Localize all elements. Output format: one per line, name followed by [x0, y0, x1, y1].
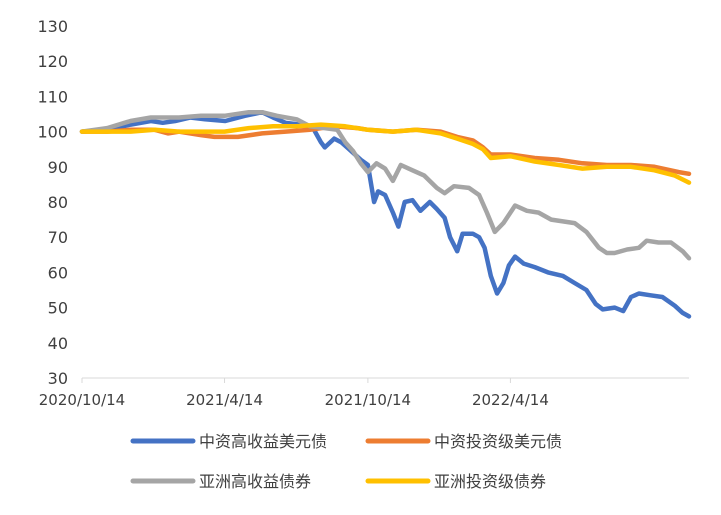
x-axis: 2020/10/14 2021/4/14 2021/10/14 2022/4/14 — [39, 377, 689, 409]
series-line-3 — [79, 109, 692, 261]
y-tick-label: 50 — [48, 299, 68, 318]
series-line-4 — [79, 122, 692, 185]
y-tick-label: 70 — [48, 228, 68, 247]
y-tick-label: 80 — [48, 193, 68, 212]
legend-label-4: 亚洲投资级债券 — [434, 472, 546, 491]
y-axis-ticks: 30 40 50 60 70 80 90 100 110 120 130 — [37, 17, 68, 388]
x-tick-label: 2021/4/14 — [186, 391, 263, 409]
y-tick-label: 30 — [48, 369, 68, 388]
y-tick-label: 110 — [37, 87, 68, 106]
y-tick-label: 40 — [48, 334, 68, 353]
legend-label-3: 亚洲高收益债券 — [199, 472, 311, 491]
y-tick-label: 100 — [37, 123, 68, 142]
legend-label-1: 中资高收益美元债 — [199, 432, 327, 451]
x-tick-label: 2021/10/14 — [325, 391, 411, 409]
x-tick-label: 2020/10/14 — [39, 391, 125, 409]
x-tick-label: 2022/4/14 — [472, 391, 549, 409]
legend-label-2: 中资投资级美元债 — [434, 432, 562, 451]
y-tick-label: 120 — [37, 52, 68, 71]
series-line-1 — [79, 109, 692, 319]
y-tick-label: 60 — [48, 263, 68, 282]
y-tick-label: 130 — [37, 17, 68, 36]
series-lines — [79, 109, 692, 319]
y-tick-label: 90 — [48, 158, 68, 177]
